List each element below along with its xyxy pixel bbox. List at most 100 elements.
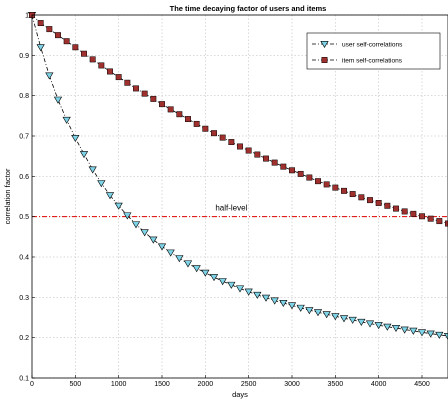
x-tick-label: 4000 (371, 381, 387, 388)
legend-marker (321, 57, 328, 63)
x-tick-label: 2000 (198, 381, 214, 388)
x-tick-label: 3500 (328, 381, 344, 388)
data-point (375, 200, 382, 206)
data-point (358, 194, 365, 201)
data-point (367, 197, 373, 204)
data-point (297, 170, 304, 177)
data-point (115, 74, 122, 81)
data-point (315, 178, 321, 185)
legend: user self-correlations item self-correlat… (306, 32, 441, 70)
data-point (305, 307, 314, 315)
data-point (410, 210, 417, 217)
data-point (53, 96, 63, 104)
data-point (296, 304, 305, 312)
data-point (341, 187, 347, 194)
data-point (400, 326, 409, 334)
data-point (167, 106, 174, 113)
data-point (348, 316, 357, 324)
data-point (417, 329, 427, 337)
data-point (105, 192, 115, 200)
legend-label: item self-correlations (342, 57, 403, 64)
y-tick-label: 0.5 (19, 214, 29, 221)
data-point (72, 44, 79, 51)
data-point (46, 26, 53, 33)
legend-item: item self-correlations (312, 57, 403, 64)
data-point (88, 166, 97, 174)
y-tick-label: 1 (25, 13, 29, 20)
data-point (55, 32, 61, 39)
series-2 (29, 12, 448, 227)
data-point (63, 38, 70, 45)
data-point (409, 327, 418, 335)
data-point (71, 135, 80, 143)
data-point (322, 311, 331, 319)
series-1 (27, 12, 448, 341)
data-point (391, 324, 401, 332)
data-point (183, 260, 193, 268)
data-point (227, 281, 236, 289)
data-point (157, 243, 167, 251)
y-tick-label: 0.3 (19, 295, 29, 302)
data-point (150, 95, 157, 102)
data-point (37, 20, 44, 27)
half-level-annotation: half-level (215, 204, 247, 213)
legend-label: user self-correlations (342, 41, 403, 48)
data-point (401, 208, 408, 215)
data-point (175, 255, 184, 263)
data-point (141, 90, 148, 97)
legend-item: user self-correlations (312, 41, 403, 48)
data-point (306, 174, 313, 181)
data-point (419, 213, 425, 220)
data-point (219, 134, 226, 141)
data-point (107, 68, 113, 75)
x-tick-label: 0 (30, 381, 34, 388)
x-tick-label: 1500 (154, 381, 170, 388)
x-axis-label: days (232, 390, 248, 399)
y-axis-ticks: 0.1 0.2 0.3 0.4 0.5 0.6 0.7 0.8 0.9 1 (19, 13, 35, 383)
data-point (201, 269, 210, 277)
data-point (45, 72, 54, 80)
data-point (235, 285, 245, 293)
data-point (149, 236, 158, 244)
x-tick-label: 3000 (284, 381, 300, 388)
data-point (365, 320, 375, 328)
data-point (384, 202, 391, 209)
y-axis-label: correlation factor (3, 168, 12, 224)
x-tick-label: 1000 (111, 381, 127, 388)
data-point (218, 278, 227, 286)
x-tick-label: 4500 (414, 381, 430, 388)
data-point (185, 116, 191, 123)
data-point (427, 215, 434, 222)
y-tick-label: 0.4 (19, 255, 29, 262)
y-tick-label: 0.2 (19, 335, 29, 342)
grid (31, 14, 448, 379)
y-tick-label: 0.6 (19, 174, 29, 181)
data-point (263, 155, 269, 162)
data-point (89, 56, 96, 63)
data-point (124, 79, 131, 86)
data-point (140, 229, 149, 237)
data-point (253, 291, 262, 299)
data-point (323, 181, 330, 188)
data-point (202, 125, 209, 132)
data-point (280, 163, 287, 170)
x-tick-label: 500 (69, 381, 81, 388)
data-point (339, 315, 349, 323)
data-point (176, 111, 183, 118)
data-point (332, 184, 339, 191)
data-point (237, 143, 243, 150)
data-point (192, 265, 201, 273)
data-point (289, 167, 295, 174)
data-point (79, 151, 89, 159)
chart-title: The time decaying factor of users and it… (170, 4, 327, 13)
y-tick-label: 0.7 (19, 134, 29, 141)
data-point (254, 151, 261, 158)
data-point (166, 249, 175, 257)
data-point (209, 274, 219, 282)
data-point (245, 147, 252, 154)
data-point (331, 313, 340, 321)
series-layer (27, 12, 448, 341)
data-point (81, 50, 87, 57)
data-point (426, 330, 435, 338)
